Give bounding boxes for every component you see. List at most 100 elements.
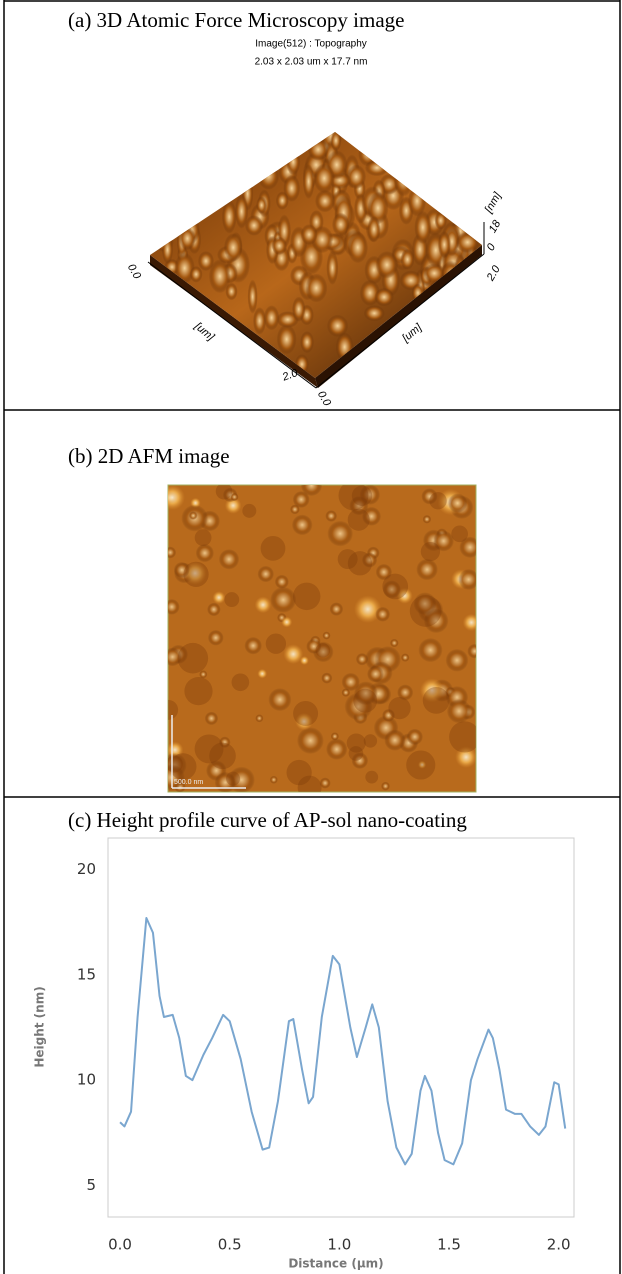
x-tick-label: 2.0 bbox=[547, 1236, 571, 1254]
spot bbox=[448, 493, 468, 513]
dark-spot bbox=[261, 536, 286, 561]
dark-spot bbox=[406, 750, 435, 779]
bump bbox=[438, 231, 451, 258]
bump bbox=[209, 259, 231, 293]
dark-spot bbox=[348, 509, 370, 531]
spot bbox=[258, 566, 274, 582]
spot bbox=[268, 688, 291, 711]
x-tick-label: 0.5 bbox=[218, 1236, 242, 1254]
bump bbox=[315, 190, 335, 212]
spot bbox=[401, 653, 409, 661]
spot bbox=[207, 603, 221, 617]
spot bbox=[205, 712, 218, 725]
bump bbox=[364, 305, 385, 321]
spot bbox=[390, 639, 399, 648]
spot bbox=[356, 653, 368, 665]
dark-spot bbox=[232, 673, 250, 691]
dark-spot bbox=[242, 504, 256, 518]
axis-label: 0.0 bbox=[315, 389, 333, 409]
spot bbox=[219, 549, 239, 569]
axis-label: [um] bbox=[399, 321, 425, 345]
spot bbox=[164, 547, 176, 559]
spot bbox=[407, 729, 423, 745]
panel-b-title: (b) 2D AFM image bbox=[68, 444, 230, 468]
dark-spot bbox=[183, 562, 208, 587]
dark-spot bbox=[184, 677, 212, 705]
afm-dimensions: 2.03 x 2.03 um x 17.7 nm bbox=[255, 57, 368, 68]
dark-spot bbox=[178, 643, 209, 674]
bump bbox=[367, 216, 380, 243]
bump bbox=[332, 213, 350, 237]
figure: (a) 3D Atomic Force Microscopy image Ima… bbox=[0, 0, 622, 1274]
spot bbox=[297, 727, 324, 754]
bump bbox=[258, 162, 279, 190]
dark-spot bbox=[364, 734, 377, 747]
afm-subtitle: Image(512) : Topography bbox=[255, 39, 367, 50]
bump bbox=[276, 191, 289, 209]
spot bbox=[375, 607, 390, 622]
dark-spot bbox=[209, 743, 236, 770]
y-tick-label: 5 bbox=[86, 1176, 96, 1194]
dark-spot bbox=[170, 753, 197, 780]
dark-spot bbox=[195, 529, 212, 546]
dark-spot bbox=[349, 746, 364, 761]
dark-spot bbox=[352, 486, 372, 506]
spot bbox=[447, 699, 471, 723]
spot bbox=[418, 638, 442, 662]
spot bbox=[281, 617, 292, 628]
spot bbox=[300, 656, 309, 665]
spot bbox=[257, 669, 267, 679]
scale-bar-label: 500.0 nm bbox=[174, 779, 203, 786]
spot bbox=[255, 596, 272, 613]
dark-spot bbox=[338, 549, 358, 569]
bump bbox=[179, 227, 196, 251]
y-tick-label: 10 bbox=[77, 1071, 96, 1089]
bump bbox=[303, 164, 315, 199]
bump bbox=[327, 315, 348, 337]
spot bbox=[423, 515, 432, 524]
bump bbox=[245, 215, 263, 236]
bump bbox=[456, 231, 479, 253]
line-series bbox=[120, 918, 565, 1164]
dark-spot bbox=[226, 772, 240, 786]
spot bbox=[213, 591, 226, 604]
spot bbox=[275, 575, 289, 589]
dark-spot bbox=[353, 689, 377, 713]
axis-label: 2.0 bbox=[484, 263, 503, 284]
bump bbox=[264, 305, 280, 330]
spot bbox=[244, 637, 262, 655]
bump bbox=[376, 251, 398, 279]
bump bbox=[222, 200, 237, 234]
dark-spot bbox=[365, 771, 378, 784]
bump bbox=[162, 235, 173, 264]
y-tick-label: 15 bbox=[77, 965, 96, 983]
bump bbox=[277, 324, 297, 354]
spot bbox=[160, 485, 185, 510]
dark-spot bbox=[451, 526, 468, 543]
bump bbox=[272, 237, 288, 256]
dark-spot bbox=[298, 776, 322, 800]
bump bbox=[224, 233, 243, 262]
dark-spot bbox=[224, 592, 239, 607]
spot bbox=[270, 776, 278, 784]
dark-spot bbox=[158, 700, 178, 720]
spot bbox=[367, 666, 384, 683]
spot bbox=[463, 614, 480, 631]
dark-spot bbox=[216, 483, 233, 500]
x-tick-label: 1.5 bbox=[437, 1236, 461, 1254]
dark-spot bbox=[266, 634, 286, 654]
dark-spot bbox=[449, 721, 480, 752]
plot-frame bbox=[108, 838, 574, 1217]
bump bbox=[348, 232, 369, 264]
bump bbox=[330, 130, 341, 151]
axis-label: 0.0 bbox=[125, 262, 143, 282]
spot bbox=[270, 587, 296, 613]
spot bbox=[292, 515, 313, 536]
axis-label: [um] bbox=[191, 320, 217, 344]
dark-spot bbox=[293, 583, 320, 610]
spot bbox=[326, 739, 347, 760]
spot bbox=[322, 632, 330, 640]
axis-label: 0 bbox=[485, 241, 499, 253]
dark-spot bbox=[388, 697, 410, 719]
spot bbox=[301, 475, 323, 497]
